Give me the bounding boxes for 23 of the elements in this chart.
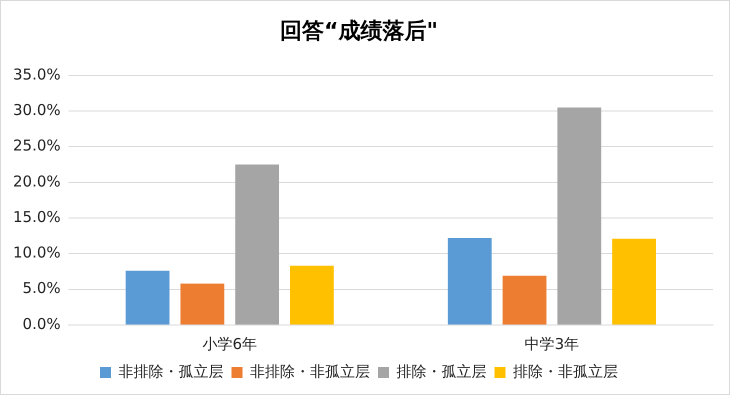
legend-label: 排除・非孤立层 xyxy=(513,362,618,380)
chart-title: 回答“成绩落后" xyxy=(280,18,438,44)
y-tick-label: 35.0% xyxy=(12,65,61,84)
y-tick-label: 5.0% xyxy=(22,279,61,298)
bar xyxy=(557,107,602,324)
x-tick-label: 小学6年 xyxy=(202,334,258,353)
bar xyxy=(502,276,546,324)
y-tick-label: 10.0% xyxy=(12,244,61,262)
y-tick-label: 25.0% xyxy=(12,136,61,155)
y-tick-label: 0.0% xyxy=(22,314,61,333)
bar xyxy=(126,270,170,324)
legend-label: 排除・孤立层 xyxy=(396,362,486,380)
bar xyxy=(180,284,224,324)
legend-label: 非排除・孤立层 xyxy=(118,362,224,380)
x-tick-label: 中学3年 xyxy=(524,334,580,353)
bar xyxy=(235,164,280,324)
bar xyxy=(448,238,492,324)
legend-label: 非排除・非孤立层 xyxy=(250,362,370,380)
y-tick-label: 20.0% xyxy=(12,172,61,190)
bar xyxy=(612,238,656,324)
y-tick-label: 30.0% xyxy=(12,100,61,119)
bar xyxy=(290,266,334,324)
y-tick-label: 15.0% xyxy=(12,208,61,226)
